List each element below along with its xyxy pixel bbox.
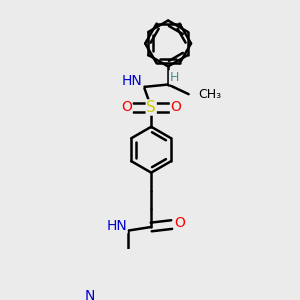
Text: S: S xyxy=(146,100,156,115)
Text: O: O xyxy=(174,216,185,230)
Text: CH₃: CH₃ xyxy=(198,88,221,101)
Text: H: H xyxy=(169,71,179,84)
Text: N: N xyxy=(85,290,95,300)
Text: HN: HN xyxy=(122,74,143,88)
Text: HN: HN xyxy=(106,219,127,233)
Text: O: O xyxy=(170,100,182,115)
Text: O: O xyxy=(121,100,132,115)
